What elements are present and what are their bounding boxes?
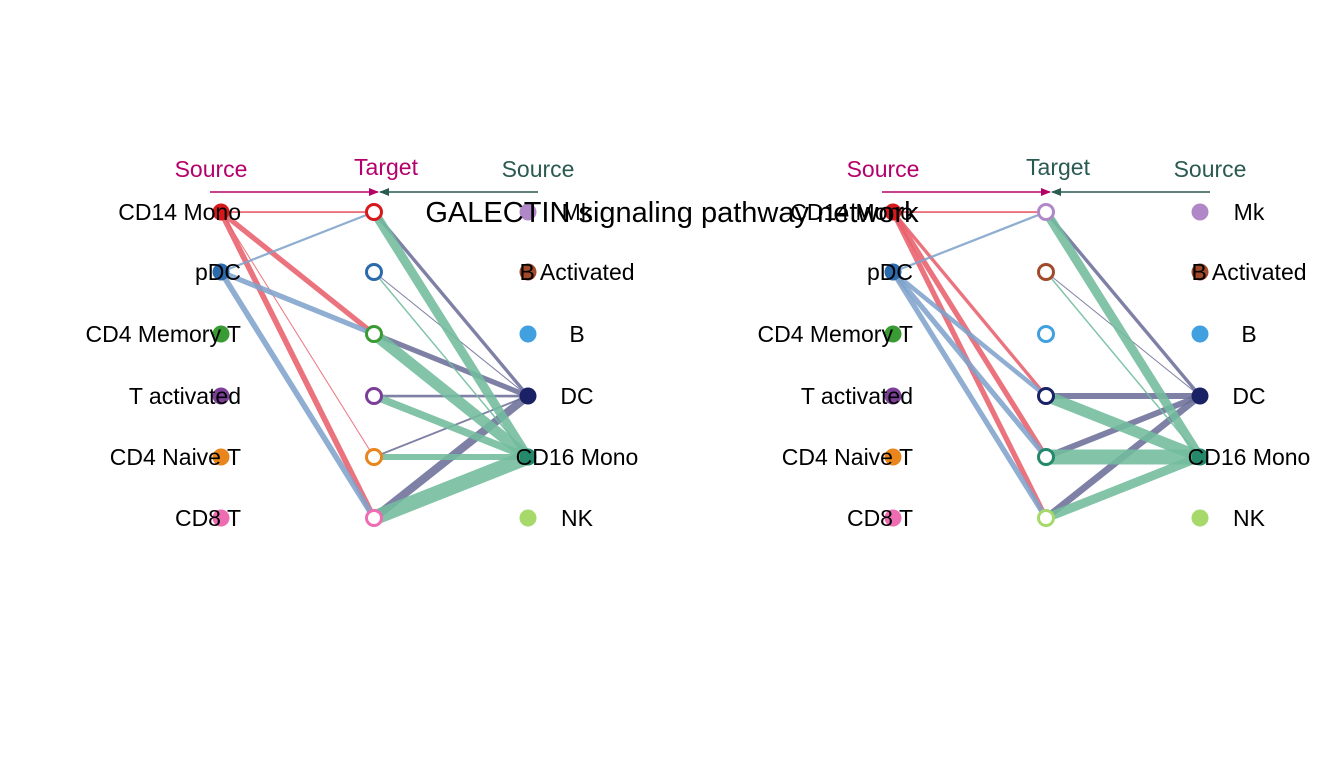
figure-title: GALECTIN signaling pathway network bbox=[425, 197, 919, 229]
panel-1: Source Target Source CD14 Mono pDC CD4 Memory… bbox=[86, 154, 639, 531]
right-source-label-nk: NK bbox=[561, 505, 594, 531]
left-source-node-cd4-naive-t bbox=[884, 448, 902, 466]
left-source-label-pdc: pDC bbox=[195, 259, 241, 285]
right-source-node-mk bbox=[519, 203, 537, 221]
left-source-node-cd8-t bbox=[212, 509, 230, 527]
left-source-node-pdc bbox=[212, 263, 230, 281]
left-source-label-pdc: pDC bbox=[867, 259, 913, 285]
edge-pdc-to-mk bbox=[892, 210, 1047, 274]
target-header: Target bbox=[1026, 154, 1091, 180]
left-source-label-cd8-t: CD8 T bbox=[847, 505, 913, 531]
edge-dc-to-cd14-mono bbox=[372, 210, 530, 398]
target-node-t-activated bbox=[365, 387, 383, 405]
right-source-label-b-activated: B Activated bbox=[519, 259, 634, 285]
right-source-node-dc bbox=[519, 387, 537, 405]
edge-cd14-mono-to-cd4-memory-t bbox=[219, 209, 376, 337]
right-source-label-cd16-mono: CD16 Mono bbox=[516, 444, 639, 470]
edge-cd16-mono-to-pdc bbox=[373, 271, 529, 458]
right-source-node-mk bbox=[1191, 203, 1209, 221]
edge-cd16-mono-to-cd4-memory-t bbox=[370, 329, 532, 462]
left-source-label-t-activated: T activated bbox=[129, 383, 241, 409]
right-source-label-mk: Mk bbox=[562, 199, 593, 225]
right-source-label-dc: DC bbox=[560, 383, 593, 409]
right-source-node-dc bbox=[1191, 387, 1209, 405]
edge-pdc-to-cd4-memory-t bbox=[220, 269, 375, 337]
right-source-header: Source bbox=[502, 156, 575, 182]
right-source-node-b bbox=[1191, 325, 1209, 343]
edge-cd16-mono-to-dc bbox=[1043, 390, 1203, 463]
edge-cd16-mono-to-b-activated bbox=[1045, 271, 1201, 458]
edge-cd14-mono-to-dc bbox=[891, 210, 1048, 398]
edge-cd16-mono-to-mk bbox=[1042, 209, 1204, 460]
edge-pdc-to-cd14-mono bbox=[220, 210, 375, 274]
right-source-node-b-activated bbox=[519, 263, 537, 281]
left-source-header: Source bbox=[847, 156, 920, 182]
left-source-header: Source bbox=[175, 156, 248, 182]
target-node-cd4-memory-t bbox=[365, 325, 383, 343]
target-node-pdc bbox=[365, 263, 383, 281]
target-header: Target bbox=[354, 154, 419, 180]
edge-cd16-mono-to-nk bbox=[1044, 452, 1202, 523]
edge-cd16-mono-to-cd14-mono bbox=[370, 209, 532, 460]
right-source-label-b: B bbox=[1241, 321, 1256, 347]
right-source-node-b-activated bbox=[1191, 263, 1209, 281]
target-node-cd16-mono bbox=[1037, 448, 1055, 466]
right-source-header: Source bbox=[1174, 156, 1247, 182]
right-source-node-cd16-mono bbox=[1191, 448, 1209, 466]
target-node-dc bbox=[1037, 387, 1055, 405]
right-source-node-nk bbox=[519, 509, 537, 527]
left-source-node-cd4-memory-t bbox=[884, 325, 902, 343]
left-source-label-t-activated: T activated bbox=[801, 383, 913, 409]
right-source-label-cd16-mono: CD16 Mono bbox=[1188, 444, 1311, 470]
network-panels: Source Target Source CD14 Mono pDC CD4 Memory… bbox=[86, 154, 1311, 531]
right-source-label-mk: Mk bbox=[1234, 199, 1265, 225]
left-source-label-cd4-naive-t: CD4 Naive T bbox=[110, 444, 241, 470]
left-source-node-t-activated bbox=[884, 387, 902, 405]
edges bbox=[890, 209, 1204, 523]
left-source-label-cd8-t: CD8 T bbox=[175, 505, 241, 531]
left-source-label-cd14-mono: CD14 Mono bbox=[118, 199, 241, 225]
right-source-node-nk bbox=[1191, 509, 1209, 527]
right-source-label-b-activated: B Activated bbox=[1191, 259, 1306, 285]
edge-pdc-to-cd8-t bbox=[218, 270, 377, 520]
left-source-node-cd4-naive-t bbox=[212, 448, 230, 466]
target-node-cd14-mono bbox=[365, 203, 383, 221]
left-source-node-cd4-memory-t bbox=[212, 325, 230, 343]
left-source-label-cd4-memory-t: CD4 Memory T bbox=[758, 321, 914, 347]
edges bbox=[218, 209, 532, 525]
target-node-nk bbox=[1037, 509, 1055, 527]
left-source-node-cd14-mono bbox=[212, 203, 230, 221]
target-node-cd4-naive-t bbox=[365, 448, 383, 466]
right-source-label-b: B bbox=[569, 321, 584, 347]
target-node-b-activated bbox=[1037, 263, 1055, 281]
target-node-cd8-t bbox=[365, 509, 383, 527]
edge-cd14-mono-to-cd8-t bbox=[218, 210, 377, 520]
left-source-node-t-activated bbox=[212, 387, 230, 405]
edge-cd14-mono-to-cd4-naive-t bbox=[220, 211, 375, 458]
edge-pdc-to-cd16-mono bbox=[890, 270, 1049, 459]
edge-pdc-to-nk bbox=[890, 270, 1049, 520]
right-source-label-dc: DC bbox=[1232, 383, 1265, 409]
panel-2: Source Target Source CD14 Mono pDC CD4 Memory… bbox=[758, 154, 1311, 531]
left-source-node-pdc bbox=[884, 263, 902, 281]
target-node-mk bbox=[1037, 203, 1055, 221]
left-source-node-cd8-t bbox=[884, 509, 902, 527]
right-source-node-cd16-mono bbox=[519, 448, 537, 466]
left-source-node-cd14-mono bbox=[884, 203, 902, 221]
edge-cd16-mono-to-t-activated bbox=[372, 392, 530, 461]
edge-pdc-to-dc bbox=[891, 270, 1048, 398]
left-source-label-cd14-mono: CD14 Mono bbox=[790, 199, 913, 225]
edge-cd16-mono-to-cd8-t bbox=[371, 450, 531, 525]
right-source-label-nk: NK bbox=[1233, 505, 1266, 531]
left-source-label-cd4-memory-t: CD4 Memory T bbox=[86, 321, 242, 347]
edge-dc-to-mk bbox=[1044, 210, 1202, 398]
left-source-label-cd4-naive-t: CD4 Naive T bbox=[782, 444, 913, 470]
target-node-b bbox=[1037, 325, 1055, 343]
right-source-node-b bbox=[519, 325, 537, 343]
